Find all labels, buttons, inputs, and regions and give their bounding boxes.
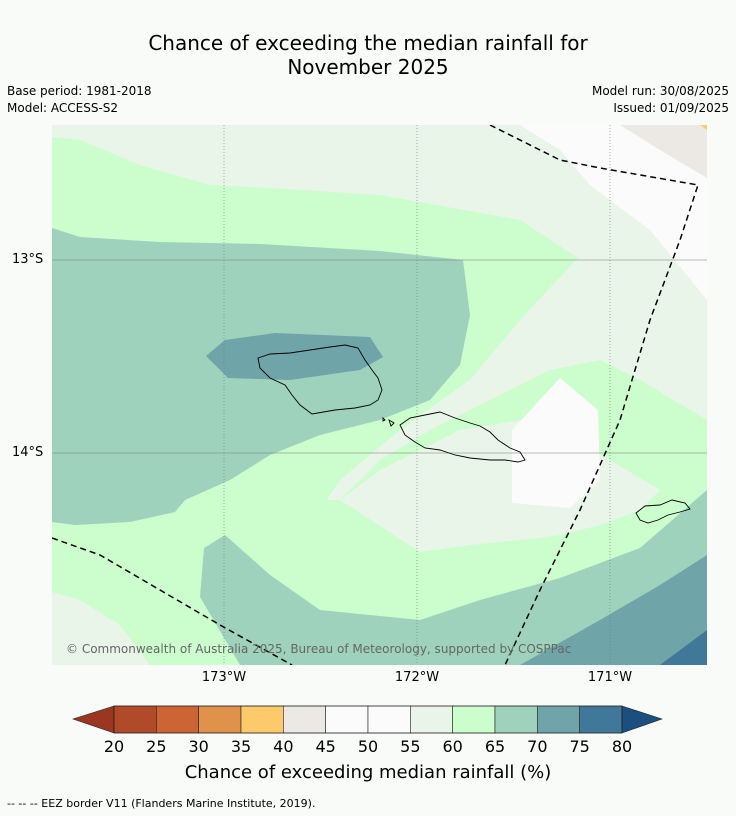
- colorbar-cell-35-40: [240, 705, 284, 734]
- eez-legend-footer: -- -- -- EEZ border V11 (Flanders Marine…: [7, 797, 316, 810]
- manono-island: [388, 418, 395, 427]
- contour-55-60-sw: [52, 592, 150, 665]
- colorbar-tick-50: 50: [357, 737, 379, 756]
- colorbar-title: Chance of exceeding median rainfall (%): [184, 762, 552, 783]
- colorbar-cell-50-55: [367, 705, 411, 734]
- lat-label-13s: 13°S: [12, 252, 44, 267]
- contour-45-55-ne: [520, 125, 707, 300]
- colorbar-tick-45: 45: [315, 737, 336, 756]
- colorbar-tick-60: 60: [442, 737, 463, 756]
- tutuila-island: [635, 499, 691, 524]
- model-run-text: Model run: 30/08/2025: [591, 84, 729, 98]
- colorbar-cell-40-45: [283, 705, 326, 734]
- colorbar-tick-70: 70: [527, 737, 548, 756]
- lon-label-172w: 172°W: [394, 670, 440, 685]
- apolima-island: [382, 416, 386, 422]
- colorbar-cell-60-65: [452, 705, 496, 734]
- colorbar-tick-75: 75: [569, 737, 590, 756]
- contour-50-55-patch: [512, 378, 600, 508]
- rainfall-contours: [52, 125, 707, 665]
- issued-text: Issued: 01/09/2025: [613, 101, 729, 115]
- contour-70-75-south: [520, 555, 707, 665]
- colorbar-tick-20: 20: [103, 737, 125, 756]
- eez-border-sw: [52, 537, 293, 665]
- lat-label-14s: 14°S: [12, 445, 44, 460]
- contour-40-45-ne: [620, 125, 707, 178]
- eez-border: [52, 125, 699, 665]
- upolu-island: [399, 411, 526, 463]
- model-text: Model: ACCESS-S2: [7, 101, 119, 115]
- lon-label-171w: 171°W: [587, 670, 633, 685]
- colorbar-over-arrow: [621, 705, 663, 734]
- colorbar-tick-40: 40: [273, 737, 294, 756]
- colorbar-tick-65: 65: [484, 737, 506, 756]
- colorbar-tick-25: 25: [146, 737, 167, 756]
- contour-75-80-south: [660, 630, 707, 665]
- colorbar-cells: [113, 705, 623, 734]
- colorbar-cell-55-60: [410, 705, 453, 734]
- colorbar-tick-35: 35: [230, 737, 252, 756]
- colorbar: [72, 705, 663, 734]
- contour-70-75-savaii: [206, 333, 383, 380]
- base-period-text: Base period: 1981-2018: [7, 84, 152, 98]
- colorbar-frame: [113, 705, 623, 734]
- map-title-line2: November 2025: [287, 55, 449, 79]
- contour-65-70-south: [200, 490, 707, 665]
- savaii-island: [257, 344, 383, 415]
- colorbar-tick-30: 30: [188, 737, 209, 756]
- contour-35-40-ne: [700, 125, 707, 130]
- colorbar-tick-80: 80: [611, 737, 633, 756]
- graticule: [52, 125, 707, 665]
- lon-label-173w: 173°W: [201, 670, 247, 685]
- colorbar-cell-65-70: [494, 705, 538, 734]
- copyright-text: © Commonwealth of Australia 2025, Bureau…: [66, 642, 572, 656]
- colorbar-cell-75-80: [579, 705, 623, 734]
- colorbar-tick-55: 55: [400, 737, 421, 756]
- colorbar-under-arrow: [72, 705, 115, 734]
- colorbar-cell-20-25: [113, 705, 157, 734]
- colorbar-cell-30-35: [198, 705, 242, 734]
- coastlines: [257, 344, 691, 524]
- colorbar-cell-45-50: [325, 705, 369, 734]
- colorbar-cell-70-75: [537, 705, 580, 734]
- map-title-line1: Chance of exceeding the median rainfall …: [148, 31, 588, 55]
- colorbar-cell-25-30: [156, 705, 199, 734]
